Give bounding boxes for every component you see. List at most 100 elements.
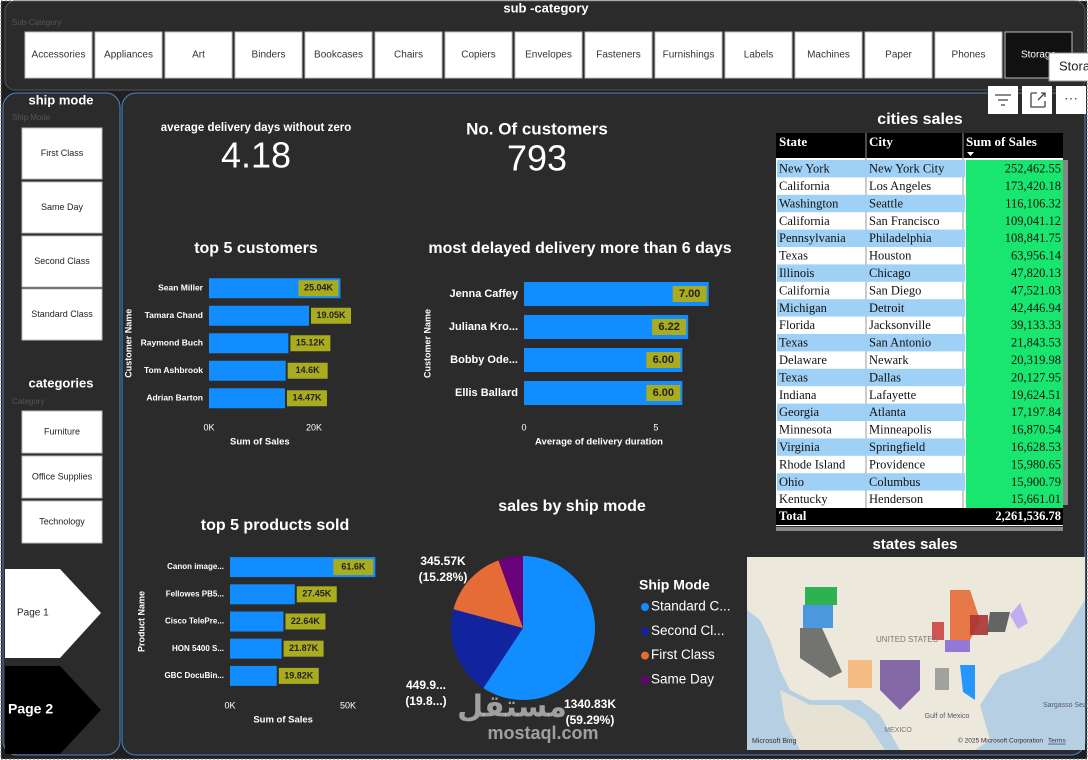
slicer-button[interactable]: First Class <box>21 127 103 180</box>
table-cell: 15,980.65 <box>1011 457 1061 471</box>
button-box <box>654 31 723 79</box>
page-tab[interactable]: Page 1 <box>5 569 101 658</box>
data-label-box <box>672 286 707 302</box>
y-tick-label: Cisco TelePre... <box>165 617 224 626</box>
data-label: 19.05K <box>316 310 346 320</box>
data-label-box <box>290 335 331 352</box>
data-label-box <box>652 319 687 335</box>
y-tick-label: Tom Ashbrook <box>144 365 203 375</box>
row-highlight <box>777 264 965 282</box>
table-total: 2,261,536.78 <box>995 509 1061 523</box>
data-label-box <box>285 613 326 630</box>
data-label: 19.82K <box>284 670 314 680</box>
map-label: Sargasso Sea <box>1043 702 1087 709</box>
data-label: 27.45K <box>302 589 332 599</box>
table-cell: Georgia <box>779 405 819 419</box>
slicer-button[interactable]: Phones <box>934 31 1003 79</box>
table-cell: Seattle <box>869 196 903 210</box>
slicer-button[interactable]: Furniture <box>21 410 103 454</box>
chart-title: sales by ship mode <box>498 498 646 515</box>
page-tab[interactable]: Page 2 <box>5 666 101 754</box>
slicer-button[interactable]: Furnishings <box>654 31 723 79</box>
slicer-button[interactable]: Copiers <box>444 31 513 79</box>
data-label-percent: (19.8...) <box>405 694 446 708</box>
column-header: State <box>779 134 807 149</box>
slicer-button[interactable]: Office Supplies <box>21 455 103 499</box>
data-label-box <box>311 307 352 324</box>
bar <box>209 388 285 409</box>
slicer-button[interactable]: Appliances <box>94 31 163 79</box>
legend-marker <box>641 603 649 611</box>
table-cell: Delaware <box>779 353 827 367</box>
data-label: 25.04K <box>304 283 334 293</box>
table-title: cities sales <box>877 111 963 128</box>
slicer-header: Sub-Category <box>12 18 61 27</box>
legend-marker <box>641 675 649 684</box>
focus-glyph <box>1030 92 1046 108</box>
slicer-button[interactable]: Envelopes <box>514 31 583 79</box>
pie-slice <box>451 609 523 689</box>
table-cell: 19,624.51 <box>1011 388 1061 402</box>
row-highlight <box>777 473 965 491</box>
table-cell: Lafayette <box>869 388 917 402</box>
table-cell: Rhode Island <box>779 457 846 471</box>
map-state <box>880 660 920 710</box>
legend-label: First Class <box>651 647 715 662</box>
slicer-button[interactable]: Paper <box>864 31 933 79</box>
table-cell: Virginia <box>779 440 820 454</box>
legend-marker <box>641 651 649 660</box>
button-box <box>21 288 103 341</box>
bar <box>209 305 310 326</box>
slicer-button[interactable]: Second Class <box>21 235 103 288</box>
table-cell: 173,420.18 <box>1005 179 1061 193</box>
slicer-button[interactable]: Art <box>164 31 233 79</box>
more-icon[interactable] <box>1056 86 1086 114</box>
table-cell: Newark <box>869 353 909 367</box>
bar <box>209 360 286 381</box>
data-label-box <box>278 667 319 684</box>
table-cell: Florida <box>779 318 816 332</box>
y-tick-label: Bobby Ode... <box>450 354 518 366</box>
button-box <box>21 455 103 499</box>
slicer-button[interactable]: Fasteners <box>584 31 653 79</box>
map-state <box>800 628 842 678</box>
map-terms: Terms <box>1048 738 1066 745</box>
table-cell: Indiana <box>779 388 817 402</box>
table-cell: California <box>779 179 830 193</box>
table-cell: Minneapolis <box>869 423 932 437</box>
map-state <box>935 668 949 690</box>
button-box <box>584 31 653 79</box>
table-cell: Springfield <box>869 440 926 454</box>
slicer-button[interactable]: Technology <box>21 500 103 544</box>
slicer-button[interactable]: Machines <box>794 31 863 79</box>
data-label: 449.9... <box>406 678 446 692</box>
table-cell: 21,843.53 <box>1011 336 1061 350</box>
data-label: 6.00 <box>653 387 674 399</box>
map-state <box>805 587 837 605</box>
tab-label: Page 2 <box>8 701 53 717</box>
row-highlight <box>777 194 965 213</box>
slicer-button[interactable]: Accessories <box>24 31 93 79</box>
button-box <box>444 31 513 79</box>
slicer-button[interactable]: Chairs <box>374 31 443 79</box>
slicer-button[interactable]: Bookcases <box>304 31 373 79</box>
bar <box>209 333 289 354</box>
slicer-button[interactable]: Same Day <box>21 181 103 234</box>
button-box <box>374 31 443 79</box>
button-box <box>304 31 373 79</box>
table-cell: Atlanta <box>869 405 906 419</box>
data-label-box <box>286 390 327 407</box>
scrollbar-h <box>776 527 1063 531</box>
focus-icon[interactable] <box>1022 86 1052 114</box>
slicer-button[interactable]: Labels <box>724 31 793 79</box>
button-label: Office Supplies <box>32 471 93 481</box>
slicer-button[interactable]: Binders <box>234 31 303 79</box>
slicer-button[interactable]: Standard Class <box>21 288 103 341</box>
map-state <box>1010 603 1028 629</box>
table-cell: Columbus <box>869 475 921 489</box>
table-cell: Dallas <box>869 370 901 384</box>
button-box <box>24 31 93 79</box>
x-tick-label: 0K <box>203 422 214 432</box>
sales-column-bg <box>966 160 1063 508</box>
